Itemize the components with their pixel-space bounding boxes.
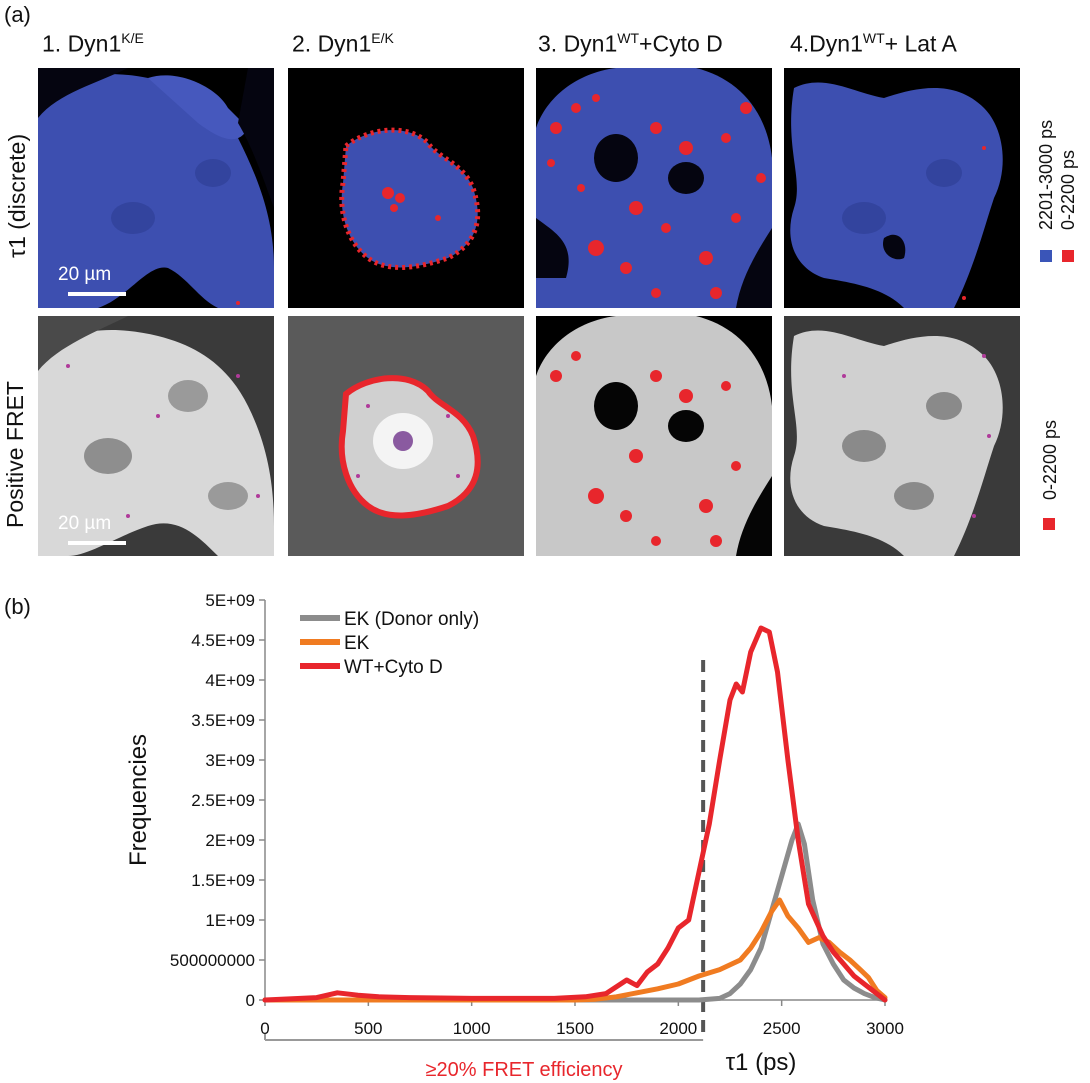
legend-label-1: EK (344, 633, 370, 654)
x-tick-label: 1500 (556, 1019, 594, 1038)
legend-blue-label: 2201-3000 ps (1036, 119, 1056, 230)
y-tick-label: 1.5E+09 (191, 871, 255, 890)
legend-label-2: WT+Cyto D (344, 657, 443, 678)
scale-bar-label-top: 20 µm (58, 264, 112, 285)
image-tau1-dyn1wt-cytod (536, 68, 772, 308)
x-tick-label: 2000 (659, 1019, 697, 1038)
series-line-1 (262, 897, 888, 1003)
panel-a-label: (a) (4, 2, 31, 27)
column-title-3: 3. Dyn1WT+Cyto D (538, 30, 723, 57)
y-tick-label: 4E+09 (205, 671, 255, 690)
column-title-2: 2. Dyn1E/K (292, 30, 394, 57)
image-fret-dyn1wt-lata (784, 316, 1020, 556)
row-label-positive-fret: Positive FRET (2, 381, 28, 528)
y-tick-label: 5E+09 (205, 591, 255, 610)
x-tick-label: 500 (354, 1019, 382, 1038)
y-tick-label: 3E+09 (205, 751, 255, 770)
image-tau1-dyn1-ke (38, 68, 274, 308)
legend-bottom-red-label: 0-2200 ps (1040, 419, 1060, 500)
legend-red-swatch (1062, 250, 1074, 262)
series-line-2 (262, 625, 888, 1003)
x-tick-label: 1000 (453, 1019, 491, 1038)
series-line-0 (262, 821, 888, 1003)
y-tick-label: 500000000 (170, 951, 255, 970)
panel-b-label: (b) (4, 594, 31, 619)
x-tick-label: 0 (260, 1019, 269, 1038)
scale-bar-top (68, 292, 126, 296)
legend-red-label: 0-2200 ps (1058, 149, 1078, 230)
y-axis-label: Frequencies (125, 734, 152, 866)
legend-label-0: EK (Donor only) (344, 609, 479, 630)
column-title-1: 1. Dyn1K/E (42, 30, 144, 57)
scale-bar-bottom (68, 541, 126, 545)
scale-bar-label-bottom: 20 µm (58, 513, 112, 534)
y-tick-label: 4.5E+09 (191, 631, 255, 650)
image-fret-dyn1wt-cytod (536, 316, 772, 556)
row-label-tau1: τ1 (discrete) (4, 133, 30, 258)
y-tick-label: 1E+09 (205, 911, 255, 930)
image-fret-dyn1-ke (38, 316, 274, 556)
x-tick-label: 2500 (763, 1019, 801, 1038)
image-tau1-dyn1wt-lata (784, 68, 1020, 308)
x-tick-label: 3000 (866, 1019, 904, 1038)
column-title-4: 4.Dyn1WT+ Lat A (790, 30, 957, 57)
frequency-chart: 0 500000000 1E+09 1.5E+09 2E+09 2.5E+09 3E+09 3… (125, 591, 904, 1081)
y-tick-label: 2.5E+09 (191, 791, 255, 810)
image-tau1-dyn1-ek (288, 68, 524, 308)
threshold-label: ≥20% FRET efficiency (426, 1059, 623, 1081)
y-tick-label: 3.5E+09 (191, 711, 255, 730)
y-tick-label: 2E+09 (205, 831, 255, 850)
y-tick-label: 0 (246, 991, 255, 1010)
x-axis-label: τ1 (ps) (726, 1049, 797, 1076)
legend-blue-swatch (1040, 250, 1052, 262)
legend-bottom-red-swatch (1043, 518, 1055, 530)
image-fret-dyn1-ek (288, 316, 524, 556)
